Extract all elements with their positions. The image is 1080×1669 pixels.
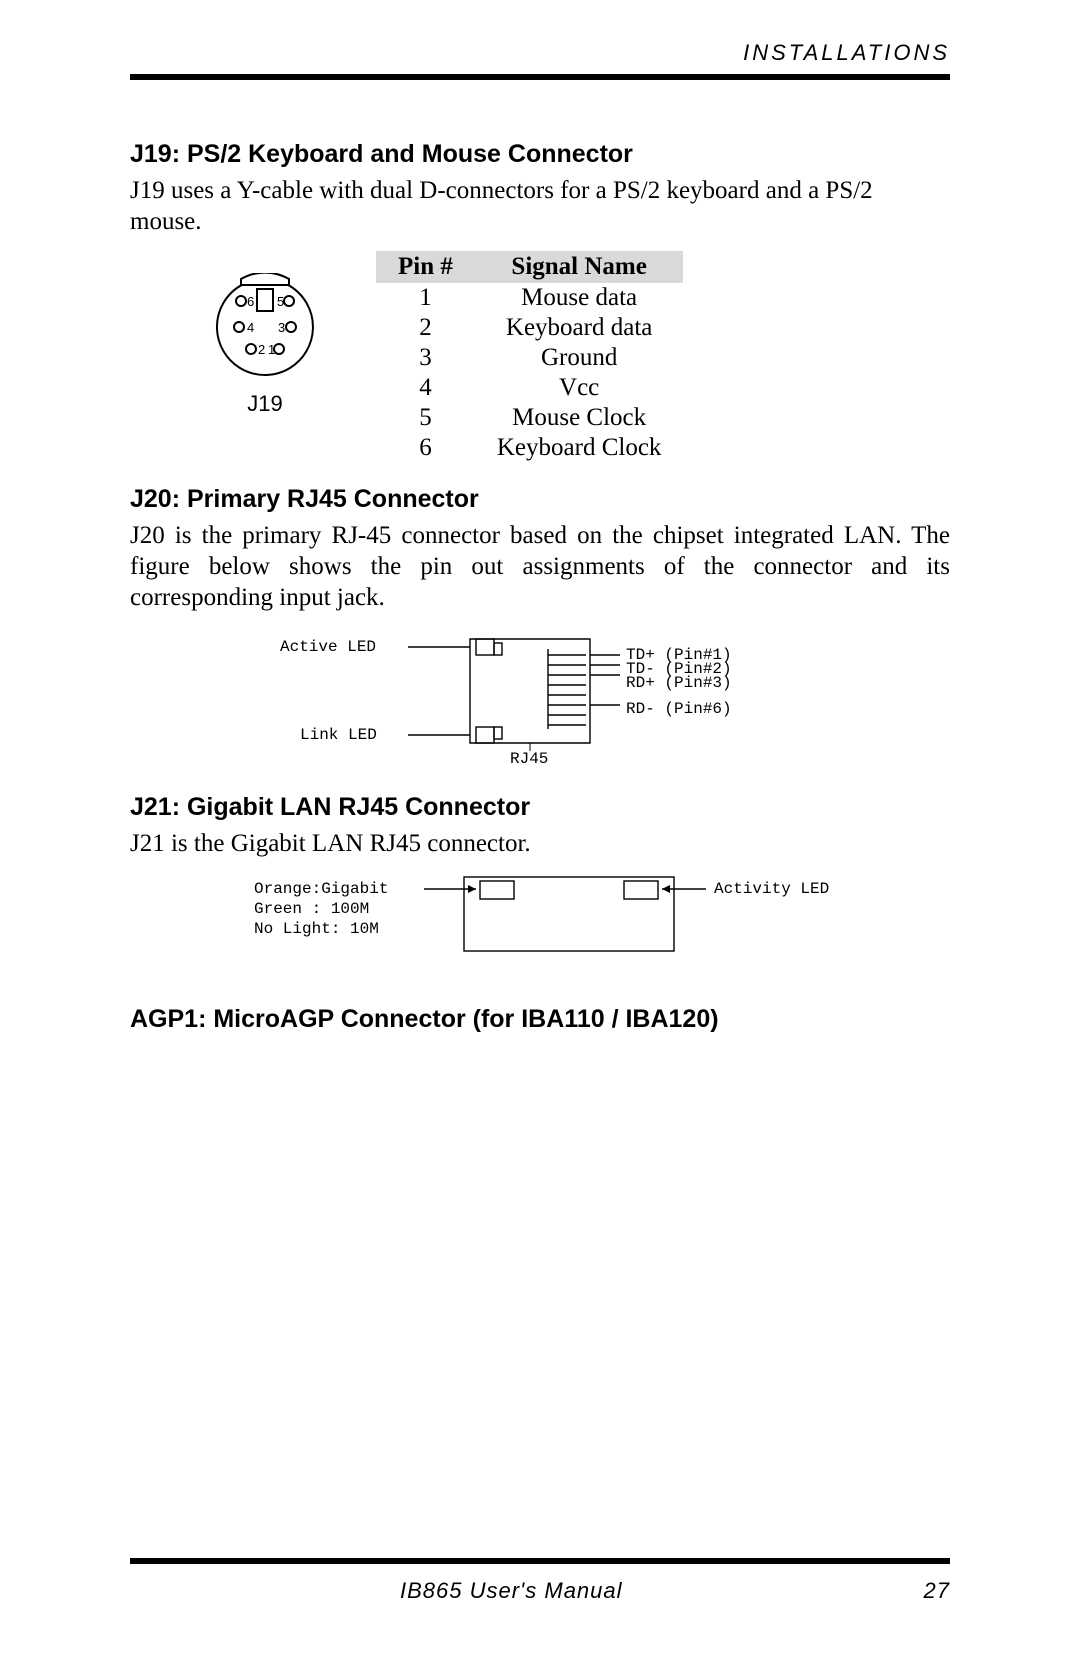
j21-diagram: Orange:Gigabit Green : 100M No Light: 10… bbox=[254, 871, 894, 971]
j20-diagram: Active LED Link LED TD+ (Pin#1) TD- (Pin… bbox=[280, 629, 800, 779]
page-content: INSTALLATIONS J19: PS/2 Keyboard and Mou… bbox=[130, 40, 950, 1040]
j19-heading: J19: PS/2 Keyboard and Mouse Connector bbox=[130, 140, 950, 169]
legend-orange: Orange:Gigabit bbox=[254, 880, 388, 898]
agp1-heading: AGP1: MicroAGP Connector (for IBA110 / I… bbox=[130, 1005, 950, 1034]
table-row: 4Vcc bbox=[376, 373, 683, 403]
table-row: 5Mouse Clock bbox=[376, 403, 683, 433]
j19-connector-diagram: 6 5 4 3 2 1 J19 bbox=[190, 273, 340, 417]
j19-diagram-label: J19 bbox=[247, 391, 282, 416]
j20-paragraph: J20 is the primary RJ-45 connector based… bbox=[130, 520, 950, 613]
label-rj45: RJ45 bbox=[510, 750, 548, 768]
col-pin: Pin # bbox=[376, 251, 475, 283]
j21-paragraph: J21 is the Gigabit LAN RJ45 connector. bbox=[130, 828, 950, 859]
pin-label-6: 6 bbox=[247, 294, 254, 309]
footer-title: IB865 User's Manual bbox=[400, 1578, 623, 1604]
pin-label-4: 4 bbox=[247, 320, 254, 335]
label-rd-plus: RD+ (Pin#3) bbox=[626, 674, 732, 692]
rj45-led-legend-icon: Orange:Gigabit Green : 100M No Light: 10… bbox=[254, 871, 894, 971]
legend-green: Green : 100M bbox=[254, 900, 369, 918]
j21-heading: J21: Gigabit LAN RJ45 Connector bbox=[130, 793, 950, 822]
table-row: 2Keyboard data bbox=[376, 313, 683, 343]
table-header-row: Pin # Signal Name bbox=[376, 251, 683, 283]
pin-label-1: 1 bbox=[268, 342, 275, 357]
j19-pin-table: Pin # Signal Name 1Mouse data 2Keyboard … bbox=[376, 251, 683, 463]
top-rule bbox=[130, 74, 950, 80]
bottom-rule bbox=[130, 1558, 950, 1564]
footer-page-number: 27 bbox=[924, 1578, 950, 1604]
legend-nolite: No Light: 10M bbox=[254, 920, 379, 938]
col-signal: Signal Name bbox=[475, 251, 684, 283]
table-row: 6Keyboard Clock bbox=[376, 433, 683, 463]
rj45-pinout-icon: Active LED Link LED TD+ (Pin#1) TD- (Pin… bbox=[280, 629, 800, 779]
label-link-led: Link LED bbox=[300, 726, 377, 744]
ps2-connector-icon: 6 5 4 3 2 1 bbox=[207, 273, 323, 383]
legend-activity: Activity LED bbox=[714, 880, 829, 898]
pin-label-5: 5 bbox=[277, 294, 284, 309]
table-row: 1Mouse data bbox=[376, 283, 683, 313]
label-active-led: Active LED bbox=[280, 638, 376, 656]
pin-label-3: 3 bbox=[278, 320, 285, 335]
j20-heading: J20: Primary RJ45 Connector bbox=[130, 485, 950, 514]
running-head: INSTALLATIONS bbox=[130, 40, 950, 66]
pin-label-2: 2 bbox=[258, 342, 265, 357]
label-rd-minus: RD- (Pin#6) bbox=[626, 700, 732, 718]
j19-block: 6 5 4 3 2 1 J19 Pin # Signal Name 1Mouse… bbox=[130, 251, 950, 463]
j19-paragraph: J19 uses a Y-cable with dual D-connector… bbox=[130, 175, 950, 237]
table-row: 3Ground bbox=[376, 343, 683, 373]
